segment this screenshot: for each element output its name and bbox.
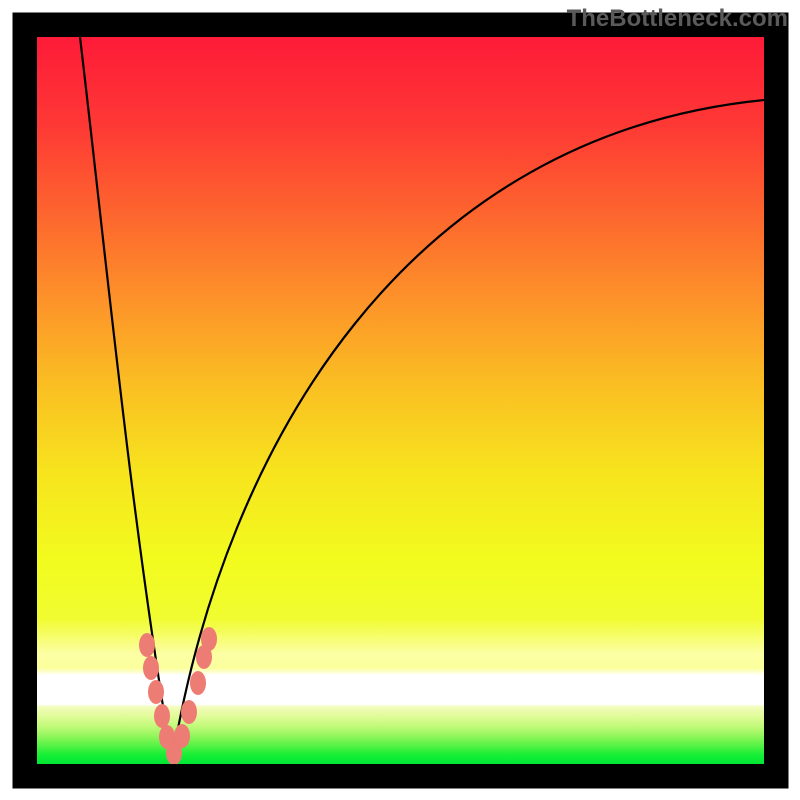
data-marker (154, 704, 170, 728)
data-marker (201, 627, 217, 651)
bottleneck-chart (0, 0, 800, 800)
data-marker (143, 656, 159, 680)
data-marker (181, 700, 197, 724)
data-marker (190, 671, 206, 695)
data-marker (174, 724, 190, 748)
data-marker (148, 680, 164, 704)
watermark-text: TheBottleneck.com (567, 5, 788, 33)
data-marker (139, 633, 155, 657)
chart-container: TheBottleneck.com (0, 0, 800, 800)
